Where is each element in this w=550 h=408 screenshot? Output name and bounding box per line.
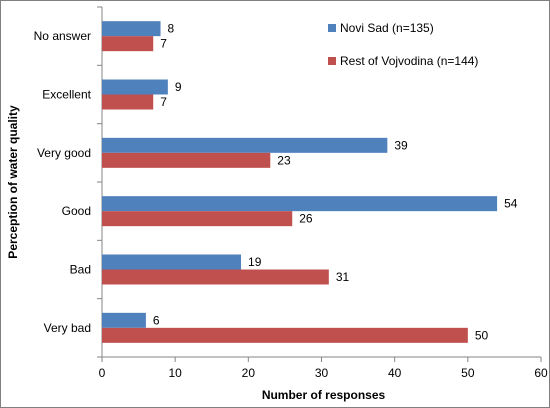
data-label: 23 — [277, 153, 291, 167]
bar-rest-of-vojvodina — [102, 269, 329, 285]
x-tick-label: 50 — [461, 366, 475, 380]
legend-swatch-rest-of-vojvodina — [328, 57, 336, 65]
bar-rest-of-vojvodina — [102, 94, 154, 110]
legend-swatch-novi-sad — [328, 24, 336, 32]
x-tick-label: 40 — [388, 366, 402, 380]
bar-novi-sad — [102, 21, 161, 37]
data-label: 8 — [168, 22, 175, 36]
bar-rest-of-vojvodina — [102, 152, 271, 168]
data-label: 31 — [336, 270, 350, 284]
category-label: Very good — [37, 146, 91, 160]
bar-novi-sad — [102, 196, 498, 212]
category-label: Excellent — [42, 88, 91, 102]
x-tick-label: 30 — [315, 366, 329, 380]
legend-label: Novi Sad (n=135) — [340, 21, 434, 35]
x-tick-label: 20 — [242, 366, 256, 380]
y-axis-title: Perception of water quality — [6, 105, 20, 259]
bar-rest-of-vojvodina — [102, 211, 293, 227]
data-label: 39 — [394, 138, 408, 152]
x-tick-label: 0 — [99, 366, 106, 380]
bar-rest-of-vojvodina — [102, 327, 468, 343]
x-tick-label: 60 — [534, 366, 548, 380]
data-label: 50 — [475, 328, 489, 342]
legend-label: Rest of Vojvodina (n=144) — [340, 54, 478, 68]
data-label: 9 — [175, 80, 182, 94]
data-label: 7 — [160, 95, 167, 109]
category-label: Bad — [70, 263, 91, 277]
bar-novi-sad — [102, 254, 242, 270]
data-label: 54 — [504, 197, 518, 211]
data-label: 7 — [160, 37, 167, 51]
data-label: 6 — [153, 313, 160, 327]
category-label: Good — [62, 204, 91, 218]
x-tick-label: 10 — [168, 366, 182, 380]
data-label: 26 — [299, 212, 313, 226]
bar-novi-sad — [102, 137, 388, 153]
x-axis-title: Number of responses — [262, 388, 386, 402]
bar-novi-sad — [102, 79, 168, 95]
data-label: 19 — [248, 255, 262, 269]
bar-rest-of-vojvodina — [102, 36, 154, 52]
bar-novi-sad — [102, 312, 146, 328]
category-label: No answer — [34, 29, 91, 43]
category-label: Very bad — [44, 321, 91, 335]
